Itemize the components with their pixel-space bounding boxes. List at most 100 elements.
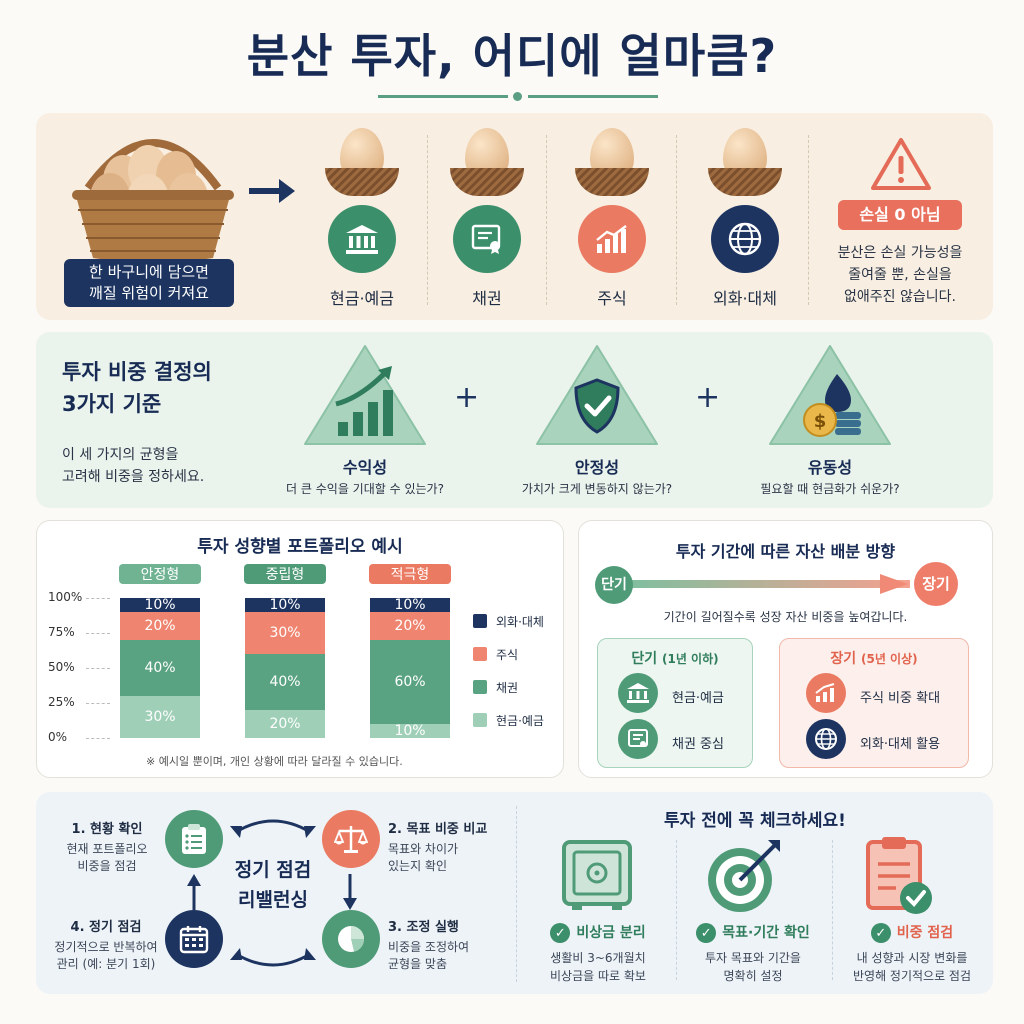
- long-term-sub: (5년 이상): [861, 652, 918, 666]
- page-title: 분산 투자, 어디에 얼마큼?: [246, 29, 778, 83]
- portfolio-note: ※ 예시일 뿐이며, 개인 상황에 따라 달라질 수 있습니다.: [146, 755, 403, 768]
- bar-segment: 40%: [120, 640, 200, 696]
- y-tick-label: 50%: [48, 660, 75, 674]
- step-line: 정기적으로 반복하여: [54, 940, 158, 954]
- warning-text: 분산은 손실 가능성을 줄여줄 뿐, 손실을 없애주진 않습니다.: [822, 242, 978, 308]
- short-term-heading: 단기 (1년 이하): [597, 648, 753, 668]
- gridline: [86, 633, 110, 634]
- criteria-desc-line: 이 세 가지의 균형을: [62, 447, 179, 463]
- bar-segment: 10%: [370, 723, 450, 739]
- criteria-heading-line: 3가지 기준: [62, 392, 162, 416]
- checklist-item-title: 목표·기간 확인: [722, 925, 810, 941]
- arrow-down-icon: [343, 874, 357, 910]
- checklist-item-2: ✓ 목표·기간 확인 투자 목표와 기간을 명확히 설정: [678, 922, 828, 985]
- bar-segment: 20%: [370, 612, 450, 640]
- arrow-up-icon: [187, 874, 201, 910]
- y-tick-label: 100%: [48, 590, 83, 604]
- bar-segment: 20%: [245, 710, 325, 738]
- criteria-description: 이 세 가지의 균형을 고려해 비중을 정하세요.: [62, 444, 204, 488]
- short-term-title: 단기: [631, 651, 658, 667]
- short-term-item: 현금·예금: [672, 691, 724, 706]
- gridline: [86, 738, 110, 739]
- step-line: 있는지 확인: [388, 859, 448, 873]
- clipboard-check-icon: [866, 837, 932, 914]
- basket-caption-line1: 한 바구니에 담으면: [89, 263, 209, 281]
- criteria-title: 수익성: [342, 458, 388, 477]
- step-line: 관리 (예: 분기 1회): [56, 957, 156, 971]
- basket-caption: 한 바구니에 담으면 깨질 위험이 커져요: [64, 259, 234, 307]
- checklist-item-line: 생활비 3~6개월치: [550, 951, 646, 965]
- step-title: 4. 정기 점검: [70, 920, 142, 935]
- checklist-item-title: 비상금 분리: [576, 925, 646, 941]
- bar-segment: 30%: [120, 696, 200, 738]
- section-divider: [516, 806, 517, 982]
- certificate-icon: [453, 205, 521, 273]
- warning-line: 줄여줄 뿐, 손실을: [848, 267, 952, 283]
- title-divider-left: [378, 95, 508, 98]
- rebalance-center-line: 정기 점검: [234, 859, 312, 881]
- safe-icon: [562, 840, 632, 910]
- shield-check-icon: [574, 378, 620, 434]
- clipboard-icon: [165, 810, 223, 868]
- horizon-desc: 기간이 길어질수록 성장 자산 비중을 높여갑니다.: [663, 610, 908, 624]
- title-divider-right: [528, 95, 658, 98]
- coins-icon: [803, 403, 861, 437]
- short-term-badge: 단기: [595, 566, 633, 604]
- arrow-right-icon: [249, 179, 295, 203]
- asset-label: 주식: [597, 289, 627, 308]
- cycle-arrow-icon: [230, 948, 316, 967]
- asset-label: 현금·예금: [330, 289, 394, 308]
- checklist-item-line: 투자 목표와 기간을: [705, 951, 801, 965]
- bank-icon: [618, 673, 658, 713]
- short-term-item: 채권 중심: [672, 737, 724, 752]
- rebalance-step-4: 4. 정기 점검 정기적으로 반복하여 관리 (예: 분기 1회): [46, 916, 166, 973]
- calendar-icon: [165, 910, 223, 968]
- legend-swatch: [473, 713, 487, 727]
- rising-chart-icon: [806, 673, 846, 713]
- step-title: 3. 조정 실행: [388, 920, 459, 935]
- bar-segment: 10%: [245, 597, 325, 613]
- checklist-item-line: 내 성향과 시장 변화를: [856, 951, 968, 965]
- criteria-desc: 필요할 때 현금화가 쉬운가?: [760, 482, 900, 496]
- warning-icon: [871, 138, 931, 190]
- warning-line: 분산은 손실 가능성을: [837, 245, 963, 261]
- checklist-item-line: 반영해 정기적으로 점검: [852, 969, 972, 983]
- bank-icon: [328, 205, 396, 273]
- long-term-heading: 장기 (5년 이상): [779, 648, 969, 668]
- short-term-sub: (1년 이하): [662, 652, 719, 666]
- y-tick-label: 75%: [48, 625, 75, 639]
- stability-triangle: [536, 345, 658, 445]
- rebalance-center-line: 리밸런싱: [238, 889, 308, 911]
- check-icon: ✓: [696, 923, 717, 943]
- column-divider: [546, 135, 547, 305]
- bar-segment: 60%: [370, 640, 450, 724]
- y-tick-label: 25%: [48, 695, 75, 709]
- long-term-title: 장기: [830, 651, 857, 667]
- rebalance-center: 정기 점검 리밸런싱: [228, 855, 318, 915]
- step-title: 2. 목표 비중 비교: [388, 822, 488, 837]
- checklist-item-title: 비중 점검: [896, 925, 954, 941]
- gridline: [86, 668, 110, 669]
- asset-label: 채권: [472, 289, 502, 308]
- legend-label: 외화·대체: [496, 615, 544, 629]
- target-icon: [708, 840, 780, 912]
- step-line: 목표와 차이가: [388, 842, 459, 856]
- step-line: 비중을 조정하여: [388, 940, 470, 954]
- check-icon: ✓: [870, 923, 891, 943]
- bar-segment: 40%: [245, 654, 325, 710]
- basket-caption-line2: 깨질 위험이 커져요: [89, 284, 209, 302]
- warning-line: 없애주진 않습니다.: [844, 289, 956, 305]
- svg-text:$: $: [814, 411, 827, 432]
- y-tick-label: 0%: [48, 730, 68, 744]
- profitability-triangle: [304, 345, 426, 445]
- portfolio-title: 투자 성향별 포트폴리오 예시: [197, 537, 403, 557]
- checklist-title: 투자 전에 꼭 체크하세요!: [664, 811, 846, 831]
- globe-icon: [711, 205, 779, 273]
- rebalance-step-2: 2. 목표 비중 비교 목표와 차이가 있는지 확인: [388, 818, 508, 875]
- gridline: [86, 703, 110, 704]
- criteria-heading-line: 투자 비중 결정의: [62, 360, 212, 384]
- certificate-icon: [618, 719, 658, 759]
- step-line: 현재 포트폴리오: [66, 842, 148, 856]
- bar-segment: 20%: [120, 612, 200, 640]
- checklist-item-line: 비상금을 따로 확보: [550, 969, 646, 983]
